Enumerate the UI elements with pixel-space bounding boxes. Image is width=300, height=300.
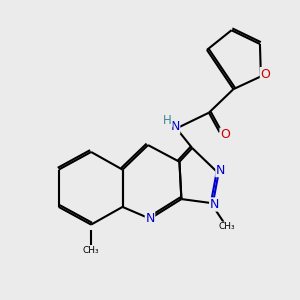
- Text: H: H: [163, 114, 172, 127]
- Text: N: N: [210, 198, 219, 211]
- Text: CH₃: CH₃: [218, 222, 235, 231]
- Text: N: N: [145, 212, 155, 225]
- Text: N: N: [170, 120, 180, 134]
- Text: O: O: [260, 68, 270, 80]
- Text: O: O: [220, 128, 230, 141]
- Text: CH₃: CH₃: [83, 246, 99, 255]
- Text: N: N: [216, 164, 225, 177]
